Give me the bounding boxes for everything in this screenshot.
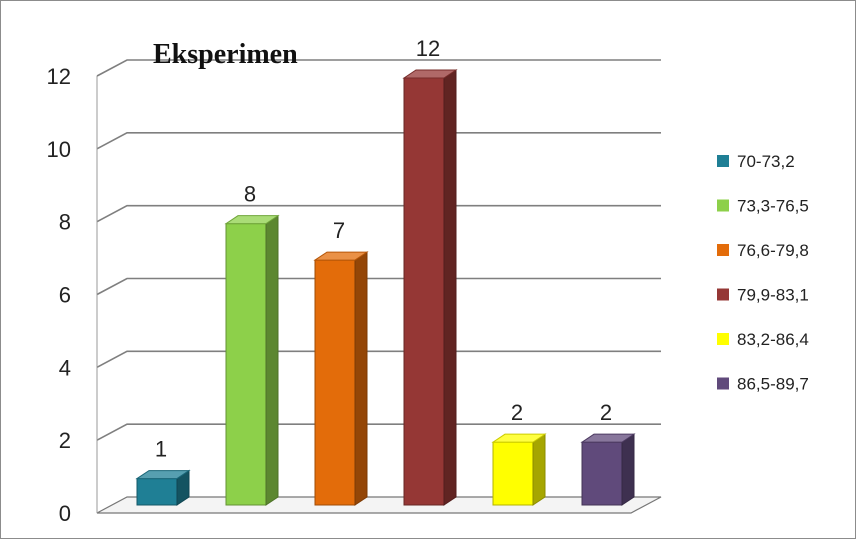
y-tick-label: 0 <box>59 501 71 526</box>
y-axis: 0 2 4 6 8 10 12 <box>47 64 98 526</box>
bar-front <box>492 441 534 506</box>
legend-item: 76,6-79,8 <box>717 241 809 260</box>
data-label: 8 <box>244 182 256 207</box>
gridline <box>96 277 661 296</box>
legend-swatch <box>717 288 729 301</box>
legend-swatch <box>717 377 729 390</box>
bar-top <box>313 251 369 261</box>
gridline <box>96 59 661 77</box>
gridline <box>96 423 661 441</box>
bar-front <box>403 77 445 506</box>
bars <box>135 69 636 506</box>
legend-label: 73,3-76,5 <box>737 197 809 216</box>
y-tick-label: 6 <box>59 283 71 308</box>
legend-label: 70-73,2 <box>737 152 795 171</box>
bar-top <box>491 433 547 443</box>
data-label: 1 <box>155 437 167 462</box>
legend-swatch <box>717 199 729 212</box>
bar-side <box>265 214 279 506</box>
bar-5 <box>491 433 547 506</box>
gridlines <box>96 59 662 514</box>
legend-swatch <box>717 155 729 167</box>
legend-label: 79,9-83,1 <box>737 286 809 305</box>
legend-item: 70-73,2 <box>717 152 795 171</box>
data-labels: 1 8 7 12 2 2 <box>155 36 612 462</box>
y-tick-label: 10 <box>47 137 71 162</box>
bar-side <box>354 251 368 506</box>
bar-1 <box>135 469 191 506</box>
legend-label: 83,2-86,4 <box>737 330 809 349</box>
gridline <box>96 350 661 369</box>
legend-label: 76,6-79,8 <box>737 241 809 260</box>
data-label: 2 <box>511 400 523 425</box>
data-label: 12 <box>416 36 440 61</box>
legend-swatch <box>717 333 729 345</box>
bar-6 <box>580 433 636 506</box>
bar-4 <box>402 69 458 506</box>
chart-title: Eksperimen <box>153 39 298 70</box>
legend: 70-73,2 73,3-76,5 76,6-79,8 79,9-83,1 83,2-8… <box>717 152 809 394</box>
y-tick-label: 8 <box>59 210 71 235</box>
bar-front <box>136 478 178 506</box>
data-label: 2 <box>600 400 612 425</box>
gridline <box>96 132 661 150</box>
bar-top <box>402 69 458 79</box>
bar-side <box>621 433 635 506</box>
bar-2 <box>224 214 280 506</box>
bar-front <box>225 223 267 506</box>
legend-item: 73,3-76,5 <box>717 197 809 216</box>
bar-top <box>224 215 280 225</box>
legend-swatch <box>717 244 729 256</box>
legend-item: 79,9-83,1 <box>717 286 809 305</box>
gridline <box>96 204 661 223</box>
data-label: 7 <box>333 218 345 243</box>
y-tick-label: 2 <box>59 428 71 453</box>
bar-side <box>443 69 457 506</box>
bar-top <box>580 433 636 443</box>
y-tick-label: 12 <box>47 64 71 89</box>
bar-front <box>581 441 623 506</box>
bar-front <box>314 259 356 506</box>
legend-item: 86,5-89,7 <box>717 375 809 394</box>
bar-top <box>135 470 191 480</box>
bar-side <box>532 433 546 506</box>
y-tick-label: 4 <box>59 355 71 380</box>
legend-item: 83,2-86,4 <box>717 330 809 349</box>
bar-3 <box>313 251 369 506</box>
legend-label: 86,5-89,7 <box>737 375 809 394</box>
